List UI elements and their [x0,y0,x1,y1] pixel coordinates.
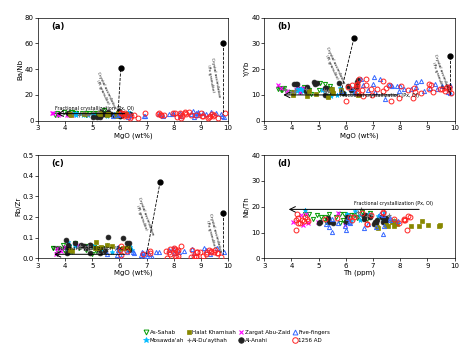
Text: Fractional crystallization (Px, Ol): Fractional crystallization (Px, Ol) [354,201,433,205]
Legend: As-Sahab, Mosawda'ah, Halat Khamisah, Al-Du'aythah, Zargat Abu-Zaid, Al-Anahi, F: As-Sahab, Mosawda'ah, Halat Khamisah, Al… [143,329,331,344]
Text: (c): (c) [51,159,64,168]
X-axis label: Th (ppm): Th (ppm) [343,270,375,277]
X-axis label: MgO (wt%): MgO (wt%) [114,270,152,277]
Text: Crystal assimilation
(Pl granulite): Crystal assimilation (Pl granulite) [321,46,346,87]
Text: Fractional crystallization (Px, Ol): Fractional crystallization (Px, Ol) [53,246,132,251]
Text: Crystal assimilation
(Px granulite): Crystal assimilation (Px granulite) [205,58,221,99]
X-axis label: MgO (wt%): MgO (wt%) [114,132,152,139]
Y-axis label: Ba/Nb: Ba/Nb [17,59,23,79]
Y-axis label: Nb/Th: Nb/Th [244,196,250,217]
Text: (b): (b) [278,22,292,31]
Text: Crystal assimilation
(Px granulite): Crystal assimilation (Px granulite) [428,54,450,95]
Text: (d): (d) [278,159,292,168]
Text: (a): (a) [51,22,64,31]
Y-axis label: Rb/Zr: Rb/Zr [15,197,21,217]
Text: Fractional crystallization (Px, Ol): Fractional crystallization (Px, Ol) [55,106,135,111]
Text: Crystal assimilation
(Px granulite): Crystal assimilation (Px granulite) [204,213,222,254]
Text: Crystal assimilation
(Pl granulite): Crystal assimilation (Pl granulite) [133,197,155,238]
Text: Fractional crystallization (Px, Ol): Fractional crystallization (Px, Ol) [340,93,419,98]
Y-axis label: Y/Yb: Y/Yb [244,61,250,77]
Text: Crystal assimilation
(Pl granulite): Crystal assimilation (Pl granulite) [92,71,117,111]
X-axis label: MgO (wt%): MgO (wt%) [340,132,379,139]
